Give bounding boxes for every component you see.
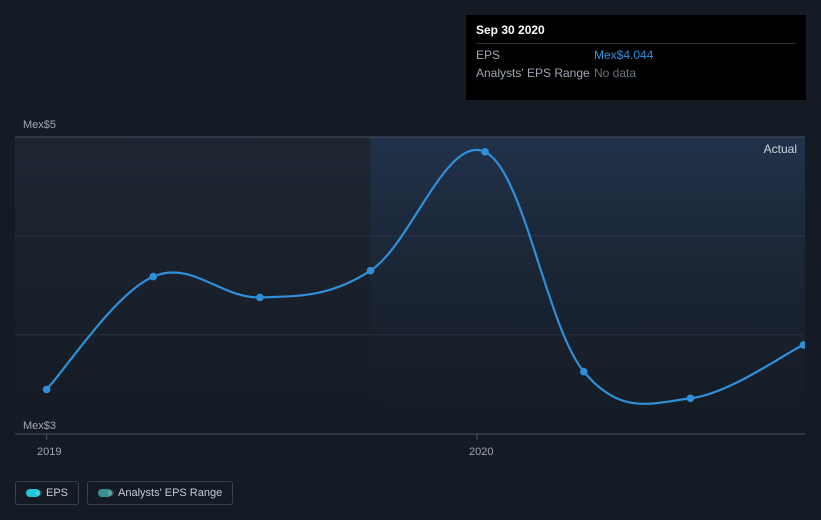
tooltip-row-value: No data bbox=[594, 66, 796, 80]
tooltip-row: Analysts' EPS Range No data bbox=[476, 62, 796, 80]
x-axis-tick-label: 2019 bbox=[37, 446, 61, 458]
actual-region-label: Actual bbox=[764, 142, 797, 156]
y-axis-tick-label: Mex$5 bbox=[23, 119, 56, 131]
legend-label: Analysts' EPS Range bbox=[118, 487, 222, 499]
chart-legend: EPS Analysts' EPS Range bbox=[15, 481, 233, 505]
tooltip-row-label: Analysts' EPS Range bbox=[476, 66, 594, 80]
legend-swatch bbox=[98, 489, 112, 497]
tooltip-row-value: Mex$4.044 bbox=[594, 48, 796, 62]
y-axis-tick-label: Mex$3 bbox=[23, 420, 56, 432]
tooltip-row: EPS Mex$4.044 bbox=[476, 44, 796, 62]
tooltip-date: Sep 30 2020 bbox=[476, 23, 796, 44]
chart-canvas bbox=[15, 120, 805, 440]
chart-tooltip: Sep 30 2020 EPS Mex$4.044 Analysts' EPS … bbox=[466, 15, 806, 100]
legend-swatch bbox=[26, 489, 40, 497]
eps-chart[interactable]: Mex$5 Mex$3 2019 2020 Actual bbox=[15, 120, 805, 440]
legend-item-analysts-range[interactable]: Analysts' EPS Range bbox=[87, 481, 233, 505]
x-axis-tick-label: 2020 bbox=[469, 446, 493, 458]
legend-item-eps[interactable]: EPS bbox=[15, 481, 79, 505]
legend-label: EPS bbox=[46, 487, 68, 499]
tooltip-row-label: EPS bbox=[476, 48, 594, 62]
